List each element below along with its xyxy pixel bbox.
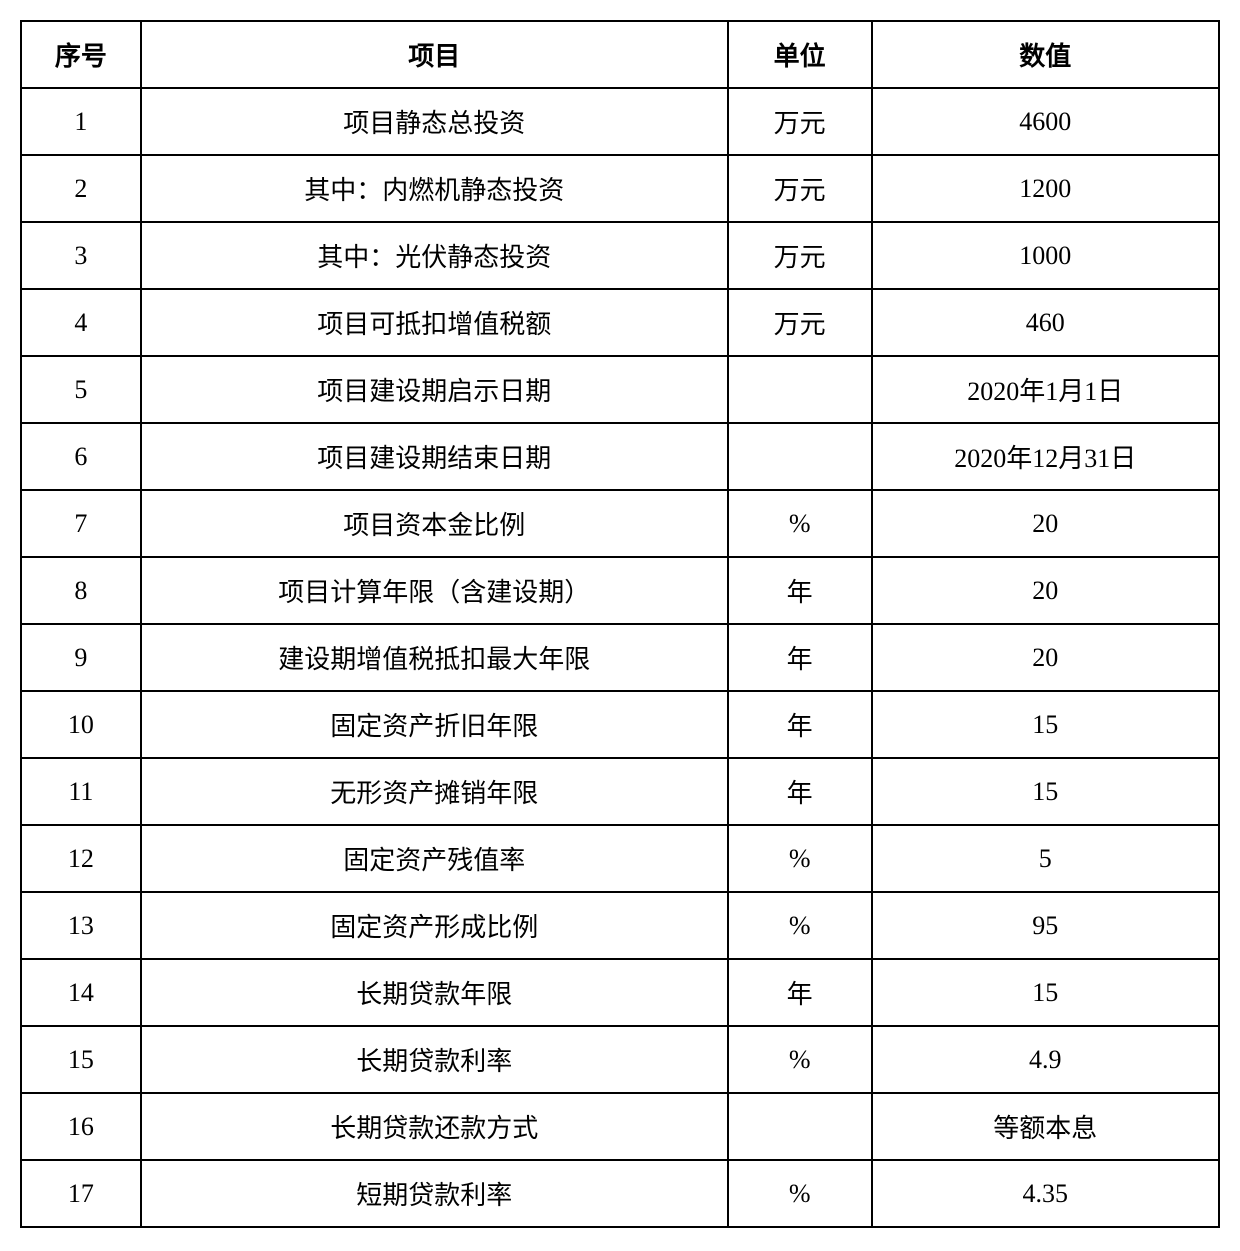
- table-cell: 8: [21, 557, 141, 624]
- table-cell: 固定资产折旧年限: [141, 691, 728, 758]
- table-cell: 万元: [728, 222, 872, 289]
- table-cell: %: [728, 1026, 872, 1093]
- table-cell: 17: [21, 1160, 141, 1227]
- table-header-row: 序号 项目 单位 数值: [21, 21, 1219, 88]
- col-item: 项目: [141, 21, 728, 88]
- table-cell: 项目建设期启示日期: [141, 356, 728, 423]
- table-cell: 9: [21, 624, 141, 691]
- table-row: 11无形资产摊销年限年15: [21, 758, 1219, 825]
- table-cell: 20: [872, 557, 1219, 624]
- table-row: 2其中：内燃机静态投资万元1200: [21, 155, 1219, 222]
- table-cell: 项目可抵扣增值税额: [141, 289, 728, 356]
- table-cell: 15: [21, 1026, 141, 1093]
- table-cell: 20: [872, 490, 1219, 557]
- table-cell: 万元: [728, 289, 872, 356]
- table-cell: 长期贷款利率: [141, 1026, 728, 1093]
- col-seq: 序号: [21, 21, 141, 88]
- table-cell: 短期贷款利率: [141, 1160, 728, 1227]
- table-body: 1项目静态总投资万元46002其中：内燃机静态投资万元12003其中：光伏静态投…: [21, 88, 1219, 1227]
- table-cell: 万元: [728, 88, 872, 155]
- table-cell: 项目计算年限（含建设期）: [141, 557, 728, 624]
- table-cell: 长期贷款还款方式: [141, 1093, 728, 1160]
- table-cell: 项目静态总投资: [141, 88, 728, 155]
- table-cell: 6: [21, 423, 141, 490]
- table-cell: 2: [21, 155, 141, 222]
- table-row: 7项目资本金比例%20: [21, 490, 1219, 557]
- table-cell: 5: [21, 356, 141, 423]
- table-row: 17短期贷款利率%4.35: [21, 1160, 1219, 1227]
- table-row: 5项目建设期启示日期 2020年1月1日: [21, 356, 1219, 423]
- table-cell: 其中：光伏静态投资: [141, 222, 728, 289]
- table-cell: 万元: [728, 155, 872, 222]
- table-cell: 年: [728, 959, 872, 1026]
- table-cell: 20: [872, 624, 1219, 691]
- table-row: 10固定资产折旧年限年15: [21, 691, 1219, 758]
- table-cell: %: [728, 490, 872, 557]
- table-row: 16长期贷款还款方式 等额本息: [21, 1093, 1219, 1160]
- table-row: 15长期贷款利率%4.9: [21, 1026, 1219, 1093]
- table-cell: 95: [872, 892, 1219, 959]
- table-cell: [728, 356, 872, 423]
- table-cell: 1200: [872, 155, 1219, 222]
- col-value: 数值: [872, 21, 1219, 88]
- table-cell: 固定资产形成比例: [141, 892, 728, 959]
- table-cell: 460: [872, 289, 1219, 356]
- col-unit: 单位: [728, 21, 872, 88]
- table-row: 6项目建设期结束日期 2020年12月31日: [21, 423, 1219, 490]
- table-cell: 16: [21, 1093, 141, 1160]
- table-row: 4项目可抵扣增值税额万元460: [21, 289, 1219, 356]
- table-cell: 15: [872, 691, 1219, 758]
- table-cell: 年: [728, 758, 872, 825]
- table-cell: [728, 423, 872, 490]
- table-cell: [728, 1093, 872, 1160]
- table-cell: %: [728, 892, 872, 959]
- table-row: 13固定资产形成比例%95: [21, 892, 1219, 959]
- table-cell: 无形资产摊销年限: [141, 758, 728, 825]
- table-cell: 其中：内燃机静态投资: [141, 155, 728, 222]
- table-cell: 4.35: [872, 1160, 1219, 1227]
- table-cell: 1000: [872, 222, 1219, 289]
- table-row: 14长期贷款年限年15: [21, 959, 1219, 1026]
- table-cell: 年: [728, 557, 872, 624]
- table-cell: 4600: [872, 88, 1219, 155]
- table-cell: 10: [21, 691, 141, 758]
- table-cell: 固定资产残值率: [141, 825, 728, 892]
- table-cell: 2020年12月31日: [872, 423, 1219, 490]
- table-row: 9建设期增值税抵扣最大年限年20: [21, 624, 1219, 691]
- table-cell: 年: [728, 691, 872, 758]
- table-cell: %: [728, 825, 872, 892]
- table-cell: 长期贷款年限: [141, 959, 728, 1026]
- table-cell: 11: [21, 758, 141, 825]
- table-row: 1项目静态总投资万元4600: [21, 88, 1219, 155]
- table-cell: 15: [872, 959, 1219, 1026]
- table-cell: 4: [21, 289, 141, 356]
- table-row: 12固定资产残值率%5: [21, 825, 1219, 892]
- table-cell: 3: [21, 222, 141, 289]
- table-cell: 12: [21, 825, 141, 892]
- table-cell: 13: [21, 892, 141, 959]
- table-cell: 15: [872, 758, 1219, 825]
- table-cell: 建设期增值税抵扣最大年限: [141, 624, 728, 691]
- table-cell: 2020年1月1日: [872, 356, 1219, 423]
- table-cell: 项目建设期结束日期: [141, 423, 728, 490]
- table-cell: 年: [728, 624, 872, 691]
- table-cell: 等额本息: [872, 1093, 1219, 1160]
- table-cell: 5: [872, 825, 1219, 892]
- table-row: 8项目计算年限（含建设期）年20: [21, 557, 1219, 624]
- table-cell: 项目资本金比例: [141, 490, 728, 557]
- table-cell: 14: [21, 959, 141, 1026]
- table-cell: 4.9: [872, 1026, 1219, 1093]
- table-row: 3其中：光伏静态投资万元1000: [21, 222, 1219, 289]
- table-cell: %: [728, 1160, 872, 1227]
- table-cell: 7: [21, 490, 141, 557]
- parameters-table: 序号 项目 单位 数值 1项目静态总投资万元46002其中：内燃机静态投资万元1…: [20, 20, 1220, 1228]
- table-cell: 1: [21, 88, 141, 155]
